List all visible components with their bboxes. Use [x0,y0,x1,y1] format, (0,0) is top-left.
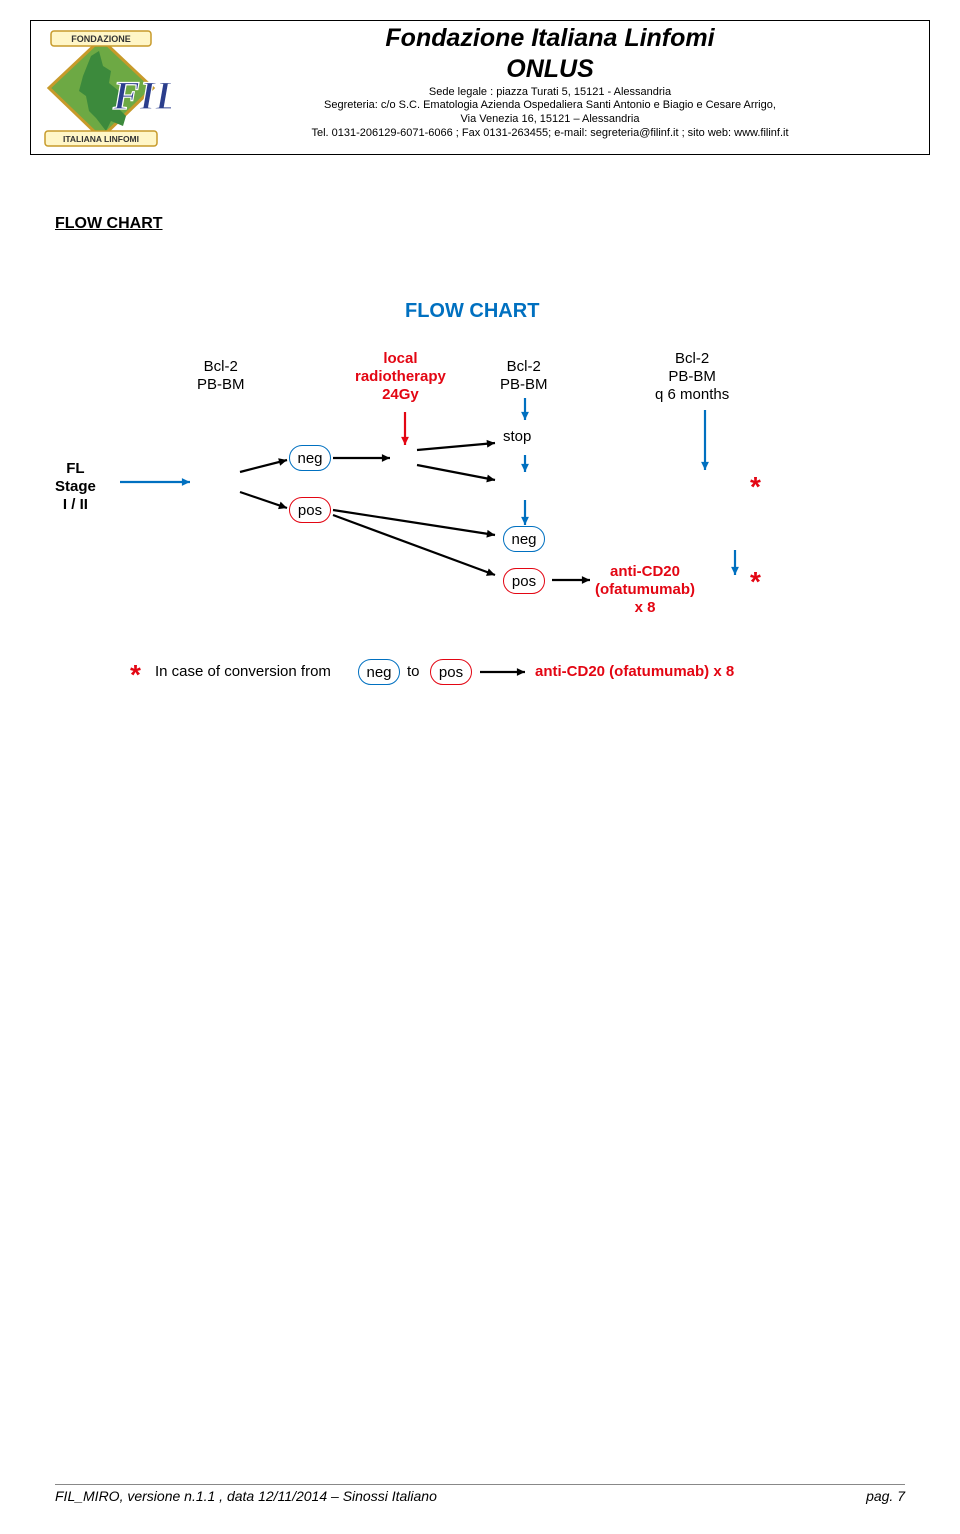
legend-pre: In case of conversion from [155,663,331,681]
bcl2a-l2: PB-BM [197,376,245,393]
star-1: * [750,470,761,504]
node-fl-stage: FL Stage I / II [55,460,96,514]
flow-chart-diagram: FL Stage I / II Bcl-2 PB-BM local radiot… [55,350,905,750]
fl-l1: FL [66,460,84,477]
legend-star: * [130,658,141,692]
node-bcl2c: Bcl-2 PB-BM q 6 months [655,350,729,404]
hdr-line2: Segreteria: c/o S.C. Ematologia Azienda … [181,99,919,113]
ring-pos2: pos [503,568,545,594]
ring-pos1: pos [289,497,331,523]
ring-neg1: neg [289,445,331,471]
bcl2c-l1: Bcl-2 [675,350,709,367]
ring-neg2: neg [503,526,545,552]
bcl2c-l3: q 6 months [655,386,729,403]
chart-title: FLOW CHART [405,300,539,323]
star-2: * [750,565,761,599]
hdr-line1: Sede legale : piazza Turati 5, 15121 - A… [181,86,919,100]
node-bcl2b: Bcl-2 PB-BM [500,358,548,394]
bcl2a-l1: Bcl-2 [204,358,238,375]
bcl2c-l2: PB-BM [668,368,716,385]
header-box: FONDAZIONE ITALIANA LINFOMI FIL Fondazio… [30,20,930,155]
section-title: FLOW CHART [55,215,163,233]
legend-mid: to [407,663,420,681]
anticd20-l1: anti-CD20 [610,563,680,580]
rt-l3: 24Gy [382,386,419,403]
rt-l2: radiotherapy [355,368,446,385]
fl-l3: I / II [63,496,88,513]
hdr-line3: Via Venezia 16, 15121 – Alessandria [181,113,919,127]
bcl2b-l2: PB-BM [500,376,548,393]
node-radiotherapy: local radiotherapy 24Gy [355,350,446,404]
header-text: Fondazione Italiana Linfomi ONLUS Sede l… [171,21,929,154]
ring-pos3: pos [430,659,472,685]
node-bcl2a: Bcl-2 PB-BM [197,358,245,394]
bcl2b-l1: Bcl-2 [507,358,541,375]
stop-label: stop [503,428,531,445]
node-stop: stop [503,428,531,446]
footer-right: pag. 7 [866,1488,905,1504]
arrows-svg [55,350,905,750]
anticd20-l2: (ofatumumab) [595,581,695,598]
svg-text:FONDAZIONE: FONDAZIONE [71,34,131,44]
org-sub: ONLUS [181,54,919,85]
svg-text:ITALIANA LINFOMI: ITALIANA LINFOMI [63,134,139,144]
ring-neg3: neg [358,659,400,685]
logo: FONDAZIONE ITALIANA LINFOMI FIL [31,21,171,156]
fl-l2: Stage [55,478,96,495]
org-title: Fondazione Italiana Linfomi [181,23,919,54]
rt-l1: local [383,350,417,367]
anticd20-l3: x 8 [635,599,656,616]
node-anticd20: anti-CD20 (ofatumumab) x 8 [595,563,695,617]
hdr-line4: Tel. 0131-206129-6071-6066 ; Fax 0131-26… [181,127,919,141]
footer: FIL_MIRO, versione n.1.1 , data 12/11/20… [55,1484,905,1504]
svg-text:FIL: FIL [112,73,171,118]
legend-post: anti-CD20 (ofatumumab) x 8 [535,663,734,681]
footer-left: FIL_MIRO, versione n.1.1 , data 12/11/20… [55,1488,437,1504]
